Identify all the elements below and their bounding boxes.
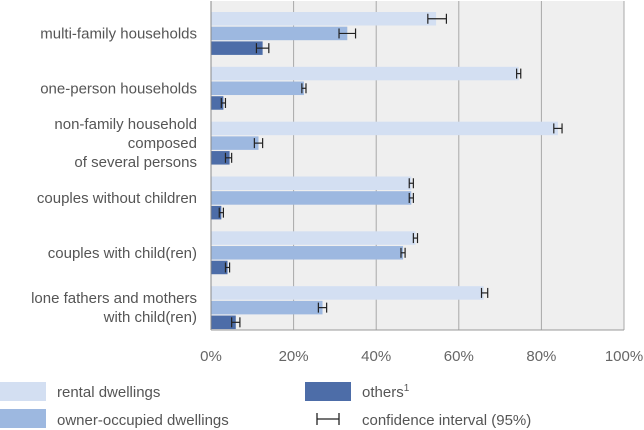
category-label: couples without children xyxy=(37,190,197,207)
category-label: non-family household xyxy=(54,116,197,133)
bar xyxy=(211,96,224,110)
grid-lines xyxy=(293,1,625,330)
bar xyxy=(211,260,228,275)
bar xyxy=(211,205,222,220)
legend-swatch-rental xyxy=(0,382,46,401)
legend-label-ci: confidence interval (95%) xyxy=(362,412,531,429)
legend-swatch-others xyxy=(305,382,351,401)
legend: rental dwellings owner-occupied dwellings… xyxy=(0,382,531,429)
bar xyxy=(211,246,404,260)
x-tick-label: 20% xyxy=(279,348,309,365)
bar xyxy=(211,315,236,330)
legend-label-owner-occupied: owner-occupied dwellings xyxy=(57,412,229,429)
category-label: lone fathers and mothers xyxy=(31,290,197,307)
bar xyxy=(211,121,558,136)
bar xyxy=(211,136,259,150)
x-tick-label: 80% xyxy=(526,348,556,365)
category-labels: multi-family households one-person househ… xyxy=(31,25,197,326)
x-tick-label: 0% xyxy=(200,348,222,365)
x-tick-label: 60% xyxy=(444,348,474,365)
category-label: multi-family households xyxy=(40,25,197,42)
bar xyxy=(211,191,412,205)
legend-label-rental: rental dwellings xyxy=(57,384,160,401)
bar xyxy=(211,26,348,41)
legend-label-others: others1 xyxy=(362,383,410,401)
x-tick-label: 100% xyxy=(605,348,643,365)
category-label: composed xyxy=(128,135,197,152)
bars xyxy=(211,12,558,330)
category-label: one-person households xyxy=(40,80,197,97)
plot-background xyxy=(211,1,624,330)
category-label: of several persons xyxy=(74,154,197,171)
bar xyxy=(211,81,304,96)
x-axis-ticks: 0% 20% 40% 60% 80% 100% xyxy=(200,348,643,365)
bar xyxy=(211,300,323,315)
bar xyxy=(211,231,416,245)
bar xyxy=(211,41,263,55)
x-tick-label: 40% xyxy=(361,348,391,365)
confidence-intervals xyxy=(218,13,563,328)
bar xyxy=(211,12,437,26)
legend-footnote-marker: 1 xyxy=(404,383,410,394)
legend-swatch-owner-occupied xyxy=(0,409,46,428)
bar xyxy=(211,286,484,300)
bar xyxy=(211,176,412,190)
bar xyxy=(211,66,519,81)
category-label: couples with child(ren) xyxy=(48,245,197,262)
category-label: with child(ren) xyxy=(103,309,197,326)
